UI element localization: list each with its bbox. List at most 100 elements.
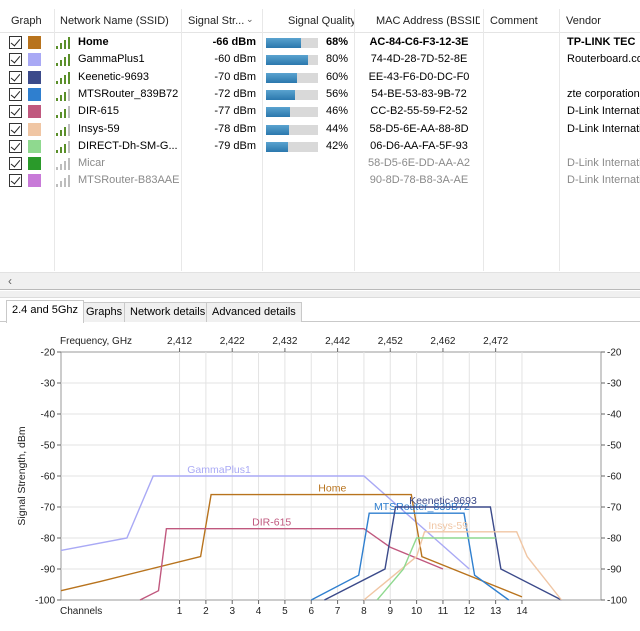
series-line [363,531,563,601]
signal-quality-cell: 46% [325,105,348,118]
vendor-cell: D-Link Internatio [567,174,640,187]
column-header-comment[interactable]: Comment [490,15,538,27]
series-color-swatch[interactable] [28,105,41,119]
series-color-swatch[interactable] [28,157,41,171]
column-header-signal-quality[interactable]: Signal Quality [288,15,354,27]
tab-network-details[interactable]: Network details [124,302,212,322]
vendor-cell [567,69,640,86]
series-color-swatch[interactable] [28,53,41,67]
graph-checkbox[interactable] [9,157,22,171]
table-row[interactable]: Keenetic-9693 -70 dBm 60% EE-43-F6-D0-DC-F0 [0,69,640,86]
signal-quality-cell: 56% [325,87,348,100]
mac-cell: AC-84-C6-F3-12-3E [369,36,469,48]
arrow-left-icon[interactable]: ‹ [8,274,12,288]
series-label: Home [318,483,346,495]
y-tick-label: -20 [41,348,56,359]
series-color-swatch[interactable] [28,122,41,136]
column-header-graph[interactable]: Graph [11,15,42,27]
top-tick-label: 2,422 [220,336,245,347]
ssid-cell: MTSRouter-B83AAE [78,174,180,187]
x-tick-label: 14 [516,606,528,617]
y-tick-label-right: -80 [607,534,622,545]
series-line [376,537,496,601]
y-tick-label: -90 [41,565,56,576]
graph-checkbox[interactable] [9,174,22,188]
signal-bars-icon [56,71,74,84]
top-tick-label: 2,432 [272,336,297,347]
graph-checkbox[interactable] [9,105,22,119]
column-header-signal-strength[interactable]: Signal Str... [188,15,245,27]
x-tick-label: 3 [229,606,235,617]
signal-strength-cell: -70 dBm [214,70,256,83]
ssid-cell: Insys-59 [78,122,120,135]
tab-2-4-and-5ghz[interactable]: 2.4 and 5Ghz [6,300,85,323]
tab-graphs[interactable]: Graphs [80,302,129,322]
x-axis-label: Channels [60,606,102,617]
table-row[interactable]: DIRECT-Dh-SM-G... -79 dBm 42% 06-D6-AA-FA-5… [0,138,640,155]
top-tick-label: 2,472 [483,336,508,347]
vendor-cell: D-Link Internatio [567,105,640,118]
graph-checkbox[interactable] [9,36,22,49]
column-header-mac[interactable]: MAC Address (BSSID) [376,15,480,27]
signal-quality-cell: 68% [325,36,348,48]
x-tick-label: 8 [361,606,367,617]
signal-quality-cell: 44% [325,122,348,135]
top-axis-label: Frequency, GHz [60,336,132,347]
graph-checkbox[interactable] [9,53,22,67]
ssid-cell: DIR-615 [78,105,119,118]
table-row[interactable]: GammaPlus1 -60 dBm 80% 74-4D-28-7D-52-8E Rou… [0,51,640,68]
graph-checkbox[interactable] [9,122,22,136]
signal-quality-cell: 80% [325,53,348,66]
mac-cell: 58-D5-6E-DD-AA-A2 [367,157,471,170]
horizontal-scrollbar[interactable]: ‹ [0,272,640,289]
series-label: Keenetic-9693 [409,495,477,507]
mac-cell: 74-4D-28-7D-52-8E [370,53,468,66]
series-color-swatch[interactable] [28,87,41,101]
signal-quality-bar [266,55,318,66]
vendor-cell: Routerboard.co [567,53,640,66]
y-tick-label-right: -30 [607,379,622,390]
series-color-swatch[interactable] [28,139,41,153]
signal-chart: -20 -20 -30 -30 -40 -40 -50 -50 -60 -60 -70 -70 -80 -… [16,336,627,617]
graph-checkbox[interactable] [9,70,22,84]
signal-strength-cell: -60 dBm [214,53,256,66]
tab-advanced-details[interactable]: Advanced details [206,302,302,322]
signal-strength-cell [184,172,256,189]
table-row[interactable]: Micar 58-D5-6E-DD-AA-A2 D-Link Internatio [0,155,640,172]
table-row[interactable]: DIR-615 -77 dBm 46% CC-B2-55-59-F2-52 D-Link… [0,103,640,120]
table-row[interactable]: Home -66 dBm 68% AC-84-C6-F3-12-3E TP-LINK T… [0,34,640,51]
series-color-swatch[interactable] [28,70,41,84]
signal-bars-icon [56,140,74,153]
vendor-cell: zte corporation [567,87,640,100]
signal-strength-cell: -77 dBm [214,105,256,118]
ssid-cell: GammaPlus1 [78,53,145,66]
mac-cell: CC-B2-55-59-F2-52 [370,105,468,118]
y-axis-label: Signal Strength, dBm [16,426,28,525]
network-table: Graph Network Name (SSID) Signal Str... … [0,0,640,290]
column-header-vendor[interactable]: Vendor [566,15,601,27]
x-tick-label: 2 [203,606,209,617]
graph-checkbox[interactable] [9,87,22,101]
x-tick-label: 12 [464,606,476,617]
table-row[interactable]: Insys-59 -78 dBm 44% 58-D5-6E-AA-88-8D D-Lin… [0,121,640,138]
top-tick-label: 2,412 [167,336,192,347]
graph-checkbox[interactable] [9,139,22,153]
y-tick-label-right: -50 [607,441,622,452]
series-color-swatch[interactable] [28,36,41,49]
chevron-down-icon[interactable]: ⌄ [246,14,254,24]
ssid-cell: Home [78,36,109,48]
table-row[interactable]: MTSRouter_839B72 -72 dBm 56% 54-BE-53-83-9B… [0,86,640,103]
signal-bars-icon [56,88,74,101]
y-tick-label: -80 [41,534,56,545]
series-color-swatch[interactable] [28,174,41,188]
signal-strength-cell [184,155,256,172]
table-row[interactable]: MTSRouter-B83AAE 90-8D-78-B8-3A-AE D-Link … [0,172,640,189]
signal-strength-cell: -79 dBm [214,139,256,152]
ssid-cell: MTSRouter_839B72 [78,87,179,100]
column-header-ssid[interactable]: Network Name (SSID) [60,15,169,27]
mac-cell: 06-D6-AA-FA-5F-93 [370,139,468,152]
panel-splitter[interactable] [0,291,640,298]
signal-bars-icon [56,158,74,171]
vendor-cell: D-Link Internatio [567,122,640,135]
signal-quality-cell: 42% [325,139,348,152]
